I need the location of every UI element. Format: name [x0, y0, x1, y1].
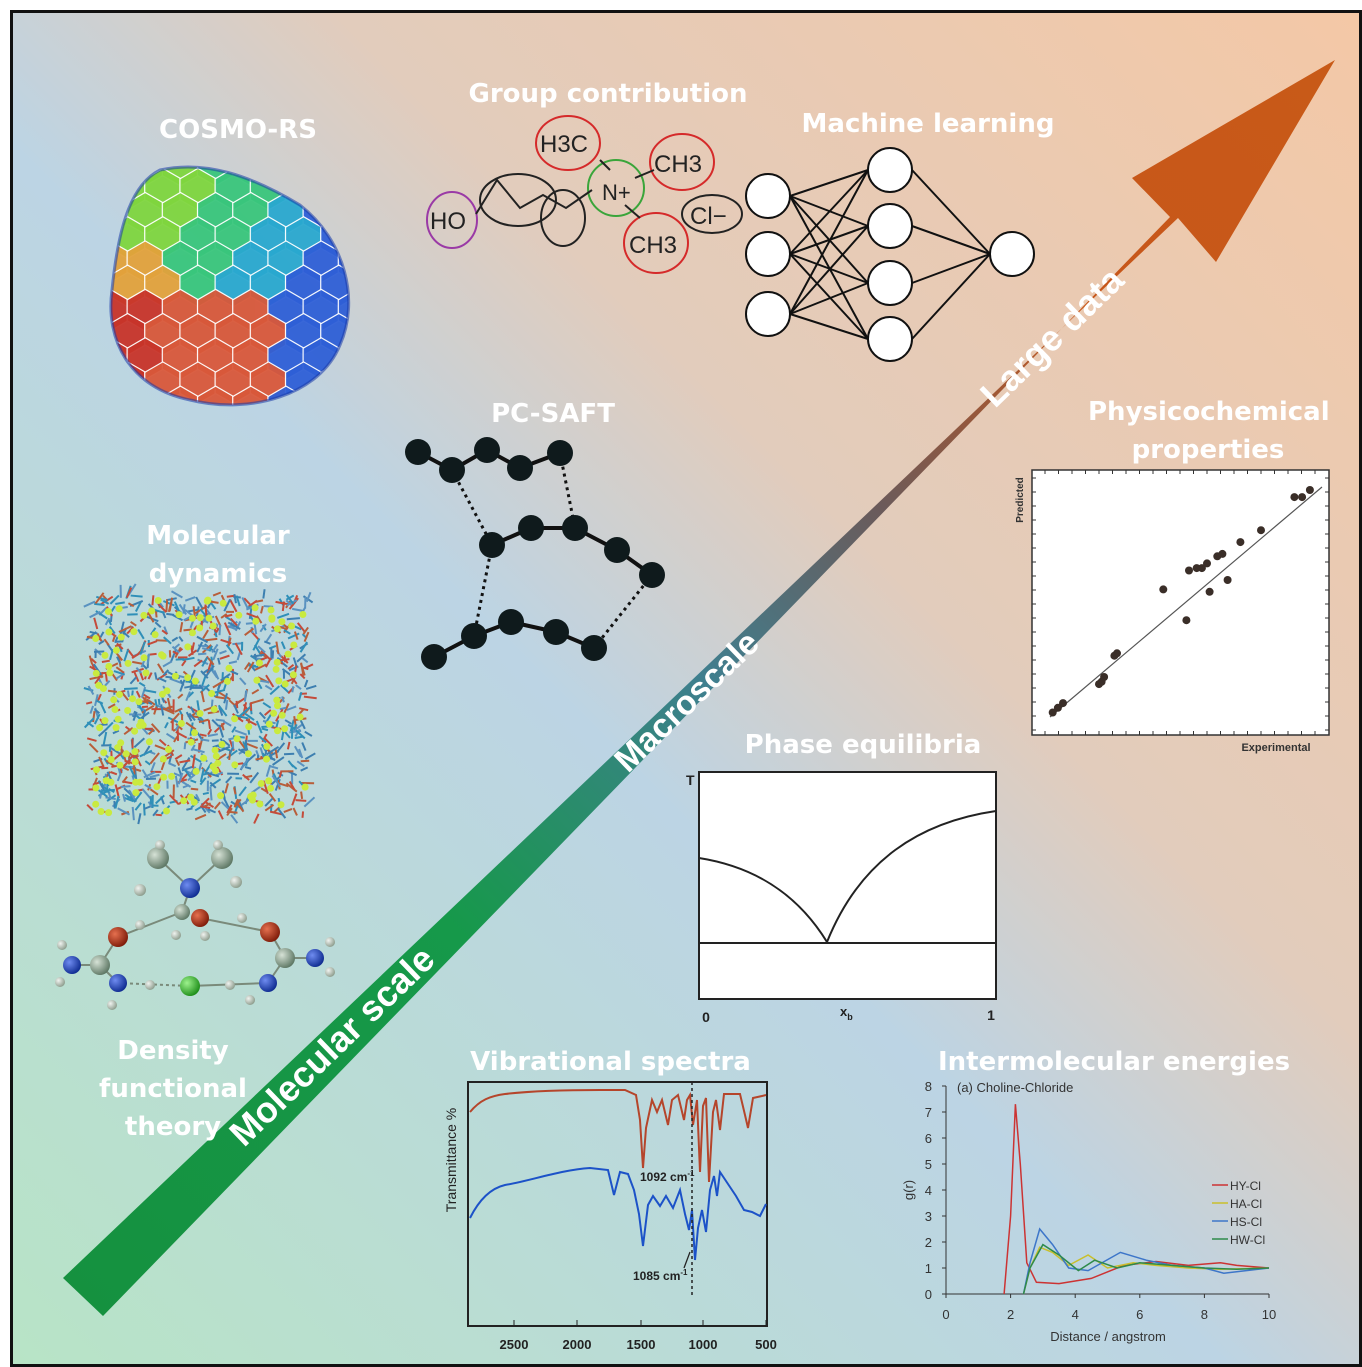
molecular-dynamics-box	[83, 583, 317, 825]
im-y-tick: 3	[925, 1209, 932, 1224]
phase-diagram: T 0 1 xb	[686, 771, 997, 1025]
vib-x-tick: 2000	[563, 1337, 592, 1352]
spectrum-red	[469, 1089, 767, 1183]
im-legend-label: HS-Cl	[1230, 1215, 1262, 1229]
phase-equilibria-label: Phase equilibria	[744, 730, 982, 760]
cosmo-rs-surface	[109, 165, 351, 407]
im-y-tick: 0	[925, 1287, 932, 1302]
group-contribution-structure	[426, 115, 743, 274]
figure-canvas: Experimental Predicted T 0 1 xb 2500 2000…	[13, 13, 1359, 1364]
im-y-tick: 2	[925, 1235, 932, 1250]
dft-molecule	[55, 840, 335, 1010]
im-y-tick: 4	[925, 1183, 932, 1198]
liquidus-right	[826, 810, 997, 943]
dft-label: Density functional theory	[99, 1036, 247, 1142]
annotation-1092: 1092 cm-1	[640, 1169, 695, 1184]
im-x-tick: 6	[1136, 1307, 1143, 1322]
scatter-point	[1182, 616, 1191, 625]
intermolecular-chart: 0 1 2 3 4 5 6 7 8 0 2 4 6 8 10 (a) Choline-Chloride Di…	[901, 1079, 1276, 1344]
liquidus-left	[698, 857, 828, 943]
physicochemical-xlabel: Experimental	[1241, 742, 1310, 754]
scatter-point	[1048, 708, 1057, 717]
im-legend-label: HA-Cl	[1230, 1197, 1262, 1211]
vib-x-tick: 1500	[627, 1337, 656, 1352]
im-y-tick: 1	[925, 1261, 932, 1276]
group-contribution-label: Group contribution	[468, 79, 748, 109]
scatter-point	[1205, 587, 1214, 596]
physicochemical-label: Physicochemical properties	[1088, 397, 1330, 465]
phase-x-label: xb	[840, 1004, 853, 1022]
scatter-point	[1100, 673, 1109, 681]
parity-line	[1049, 486, 1323, 718]
im-series-line	[1003, 1104, 1270, 1295]
scatter-point	[1218, 549, 1227, 558]
im-x-tick: 2	[1007, 1307, 1014, 1322]
scatter-point	[1197, 564, 1206, 573]
im-x-tick: 8	[1201, 1307, 1208, 1322]
vib-x-tick: 500	[755, 1337, 777, 1352]
pc-saft-label: PC-SAFT	[491, 399, 615, 429]
intermolecular-xlabel: Distance / angstrom	[1050, 1329, 1166, 1344]
figure-frame: Experimental Predicted T 0 1 xb 2500 2000…	[10, 10, 1362, 1367]
vibrational-spectra-chart: 2500 2000 1500 1000 500 1092 cm-1 1085 cm-1 …	[443, 1081, 777, 1352]
pc-saft-chains	[405, 437, 665, 670]
scatter-point	[1236, 538, 1245, 547]
spectrum-blue	[469, 1166, 767, 1261]
im-legend-label: HY-Cl	[1230, 1179, 1261, 1193]
im-y-tick: 5	[925, 1157, 932, 1172]
im-x-tick: 4	[1072, 1307, 1079, 1322]
scatter-point	[1159, 585, 1168, 594]
im-y-tick: 7	[925, 1105, 932, 1120]
scatter-point	[1298, 493, 1307, 502]
scatter-point	[1223, 576, 1232, 584]
physicochemical-chart: Experimental Predicted	[1015, 469, 1330, 754]
phase-y-label: T	[686, 772, 695, 788]
im-x-tick: 10	[1262, 1307, 1276, 1322]
vibrational-spectra-label: Vibrational spectra	[470, 1047, 751, 1077]
vibrational-ylabel: Transmittance %	[443, 1108, 459, 1213]
im-x-tick: 0	[942, 1307, 949, 1322]
im-y-tick: 6	[925, 1131, 932, 1146]
scatter-point	[1113, 649, 1121, 658]
scatter-point	[1305, 486, 1314, 494]
intermolecular-title: (a) Choline-Chloride	[957, 1080, 1073, 1095]
neural-network	[745, 147, 1035, 362]
scatter-point	[1185, 566, 1193, 575]
scatter-point	[1053, 703, 1062, 712]
vib-x-tick: 1000	[689, 1337, 718, 1352]
im-series-line	[1022, 1243, 1270, 1295]
scale-arrow	[63, 60, 1335, 1316]
molecular-dynamics-label: Molecular dynamics	[146, 521, 290, 589]
vib-x-tick: 2500	[500, 1337, 529, 1352]
intermolecular-label: Intermolecular energies	[938, 1047, 1291, 1077]
phase-x-min: 0	[702, 1009, 710, 1025]
phase-x-max: 1	[987, 1007, 995, 1023]
machine-learning-label: Machine learning	[801, 109, 1055, 139]
physicochemical-ylabel: Predicted	[1015, 477, 1026, 523]
scatter-point	[1290, 493, 1299, 502]
im-y-tick: 8	[925, 1079, 932, 1094]
annotation-1085: 1085 cm-1	[633, 1268, 688, 1283]
intermolecular-ylabel: g(r)	[901, 1180, 916, 1200]
im-legend-label: HW-Cl	[1230, 1233, 1265, 1247]
scatter-point	[1257, 526, 1265, 535]
scatter-point	[1059, 699, 1067, 708]
scatter-point	[1203, 559, 1211, 568]
cosmo-rs-label: COSMO-RS	[159, 115, 317, 145]
